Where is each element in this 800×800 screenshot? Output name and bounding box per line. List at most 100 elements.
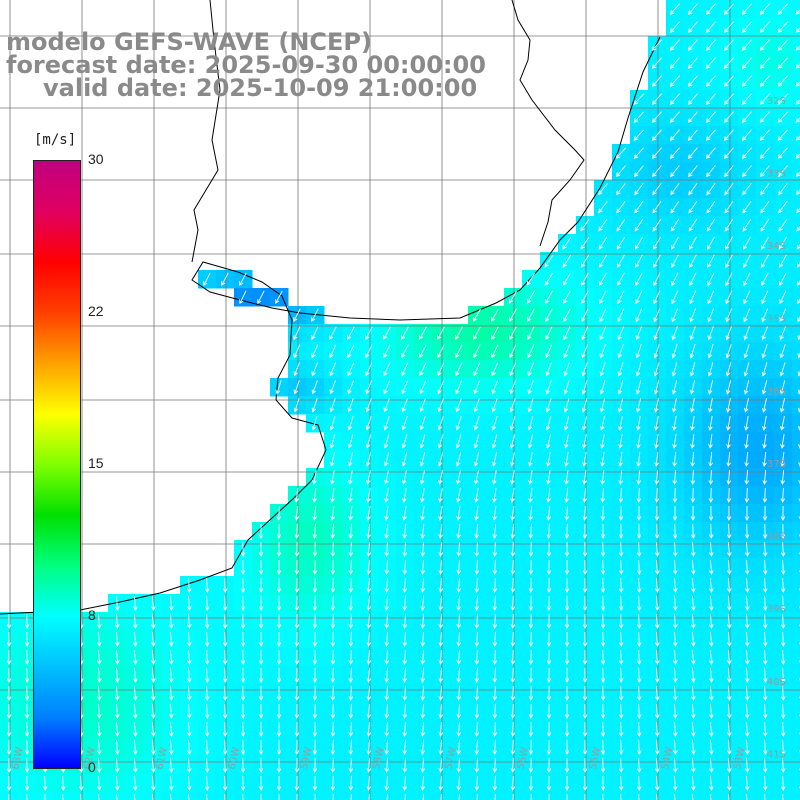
wind-arrow [654,577,660,593]
wind-arrow [546,667,552,683]
wind-arrow [96,703,102,719]
wind-arrow [672,703,678,719]
wind-arrow [366,721,372,737]
lat-label: 38S [767,532,786,543]
forecast-date: forecast date: 2025-09-30 00:00:00 [6,51,486,79]
wind-cell [630,792,649,800]
wind-arrow [564,614,570,629]
wind-arrow [705,3,716,16]
wind-arrow [564,758,570,773]
wind-arrow [401,380,409,395]
wind-arrow [402,703,407,719]
wind-arrow [258,739,264,755]
wind-arrow [634,201,644,214]
wind-arrow [186,757,192,773]
wind-arrow [636,469,641,485]
wind-arrow [240,613,246,629]
wind-arrow [528,559,534,575]
wind-arrow [151,685,156,701]
wind-arrow [797,334,800,341]
wind-arrow [795,117,800,123]
wind-arrow [723,3,734,16]
wind-arrow [705,111,716,124]
wind-arrow [727,631,732,647]
wind-arrow [437,326,445,340]
wind-arrow [526,272,536,286]
wind-arrow [651,111,662,124]
wind-arrow [795,27,800,33]
wind-arrow [582,721,588,737]
wind-arrow [636,721,642,737]
wind-arrow [618,452,623,467]
wind-arrow [24,667,30,683]
wind-arrow [365,380,373,395]
wind-arrow [420,775,425,791]
wind-arrow [510,703,516,719]
wind-arrow [133,775,138,791]
wind-arrow [563,272,571,286]
wind-arrow [438,488,443,503]
wind-arrow [474,559,480,575]
wind-arrow [691,577,696,593]
wind-arrow [402,506,407,521]
wind-arrow [762,451,767,467]
wind-arrow [599,362,606,377]
wind-arrow [151,739,156,755]
wind-arrow [797,316,800,323]
wind-arrow [456,577,462,593]
wind-arrow [330,667,336,683]
wind-arrow [347,470,353,485]
wind-arrow [420,703,425,719]
wind-arrow [652,218,662,232]
wind-arrow [438,703,443,719]
wind-arrow [420,523,425,539]
wind-arrow [564,487,569,503]
colorbar-tick-8: 8 [88,607,96,623]
wind-arrow [186,649,192,665]
wind-arrow [691,595,696,611]
wind-arrow [687,57,698,70]
wind-arrow [510,559,516,575]
wind-arrow [564,650,570,665]
wind-arrow [762,667,768,683]
wind-arrow [474,523,479,539]
wind-arrow [653,326,660,341]
wind-cell [792,360,800,379]
wind-arrow [654,613,660,629]
wind-cell [792,252,800,271]
wind-arrow [691,775,696,791]
wind-arrow [366,703,372,719]
wind-arrow [437,416,444,431]
wind-cell [792,288,800,307]
wind-cell [792,738,800,757]
wind-arrow [636,757,642,773]
wind-arrow [725,290,733,305]
wind-arrow [312,505,317,521]
wind-arrow [169,631,174,647]
wind-arrow [759,147,770,160]
wind-arrow [762,757,768,773]
wind-arrow [312,775,318,791]
wind-cell [720,792,739,800]
wind-arrow [366,631,372,647]
wind-arrow [510,595,516,611]
wind-arrow [222,577,228,593]
wind-arrow [240,559,246,575]
wind-arrow [759,129,770,142]
wind-arrow [616,236,626,250]
wind-arrow [708,416,713,431]
wind-arrow [240,577,246,593]
lon-label: 61W [155,746,170,771]
wind-arrow [599,398,606,413]
wind-arrow [330,505,335,521]
wind-arrow [169,649,174,665]
wind-arrow [419,362,427,377]
wind-arrow [600,631,606,647]
wind-arrow [278,794,280,800]
wind-arrow [474,577,480,593]
wind-arrow [725,326,732,341]
wind-arrow [581,344,589,359]
wind-arrow [458,793,460,800]
wind-arrow [348,631,354,647]
model-title: modelo GEFS-WAVE (NCEP) [6,28,372,56]
